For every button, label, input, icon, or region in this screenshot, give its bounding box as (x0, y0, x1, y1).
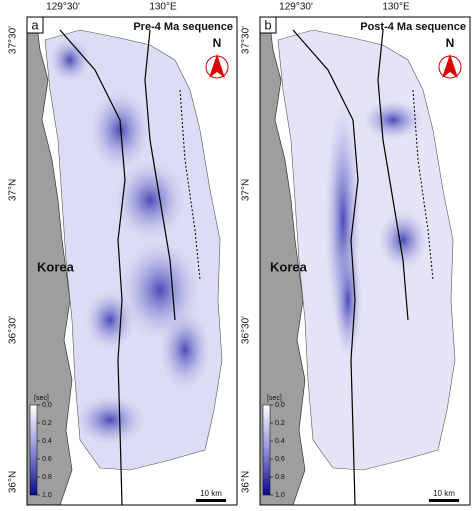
thickness-pattern (115, 160, 185, 240)
fault (179, 89, 201, 281)
colorbar-tick-label: 1.0 (275, 492, 285, 499)
north-label: N (213, 36, 222, 50)
fault (412, 89, 434, 281)
colorbar-tick-label: 0.8 (42, 474, 52, 481)
latitude-label: 36°N (8, 471, 19, 493)
map-panel: b Post-4 Ma sequence 129°30' 130°E 37°30' 37°… (241, 2, 471, 506)
panel-label-box (259, 16, 277, 34)
survey-area (277, 29, 456, 471)
scale-bar (196, 499, 226, 502)
land-label: Korea (270, 259, 308, 274)
fault (292, 29, 359, 506)
latitude-label: 37°30' (241, 26, 252, 54)
north-arrow (209, 54, 225, 78)
colorbar-unit: [sec] (267, 395, 282, 402)
colorbar (262, 404, 271, 496)
colorbar (29, 404, 38, 496)
panel-title: Post-4 Ma sequence (360, 21, 466, 33)
latitude-label: 37°N (241, 179, 252, 201)
latitude-label: 37°30' (8, 26, 19, 54)
fault (59, 29, 126, 506)
map-panel: a Pre-4 Ma sequence 129°30' 130°E 37°30' 37°N… (8, 2, 238, 506)
land (259, 16, 306, 506)
colorbar-tick-label: 1.0 (42, 492, 52, 499)
fault (377, 29, 409, 321)
panel-label: a (31, 17, 39, 32)
latitude-label: 36°N (241, 471, 252, 493)
latitude-label: 36°30' (241, 316, 252, 344)
colorbar-tick-label: 0.6 (42, 456, 52, 463)
colorbar-tick-label: 0.0 (42, 402, 52, 409)
map-frame (259, 16, 471, 506)
thickness-pattern (160, 310, 210, 390)
longitude-label: 130°E (382, 2, 410, 13)
fault (144, 29, 176, 321)
colorbar-tick-label: 0.4 (42, 438, 52, 445)
thickness-pattern (90, 90, 150, 170)
panel-label: b (264, 17, 271, 32)
thickness-pattern (50, 38, 90, 82)
colorbar-tick-label: 0.2 (42, 420, 52, 427)
panel-label-box (26, 16, 44, 34)
scale-bar (429, 499, 459, 502)
longitude-label: 129°30' (46, 2, 80, 13)
colorbar-tick-label: 0.8 (275, 474, 285, 481)
land-label: Korea (37, 259, 75, 274)
thickness-pattern (363, 100, 423, 140)
colorbar-tick-label: 0.4 (275, 438, 285, 445)
colorbar-tick-label: 0.6 (275, 456, 285, 463)
scale-label: 10 km (200, 489, 222, 498)
latitude-label: 36°30' (8, 316, 19, 344)
north-label: N (446, 36, 455, 50)
panel-title: Pre-4 Ma sequence (133, 21, 233, 33)
thickness-pattern (334, 240, 362, 360)
colorbar-tick-label: 0.0 (275, 402, 285, 409)
colorbar-tick-label: 0.2 (275, 420, 285, 427)
thickness-pattern (85, 290, 135, 350)
latitude-label: 37°N (8, 179, 19, 201)
land (26, 16, 73, 506)
longitude-label: 129°30' (279, 2, 313, 13)
colorbar-unit: [sec] (34, 395, 49, 402)
north-arrow (442, 54, 458, 78)
thickness-pattern (75, 395, 145, 445)
longitude-label: 130°E (149, 2, 177, 13)
thickness-pattern (378, 210, 428, 270)
map-frame (26, 16, 238, 506)
scale-label: 10 km (433, 489, 455, 498)
